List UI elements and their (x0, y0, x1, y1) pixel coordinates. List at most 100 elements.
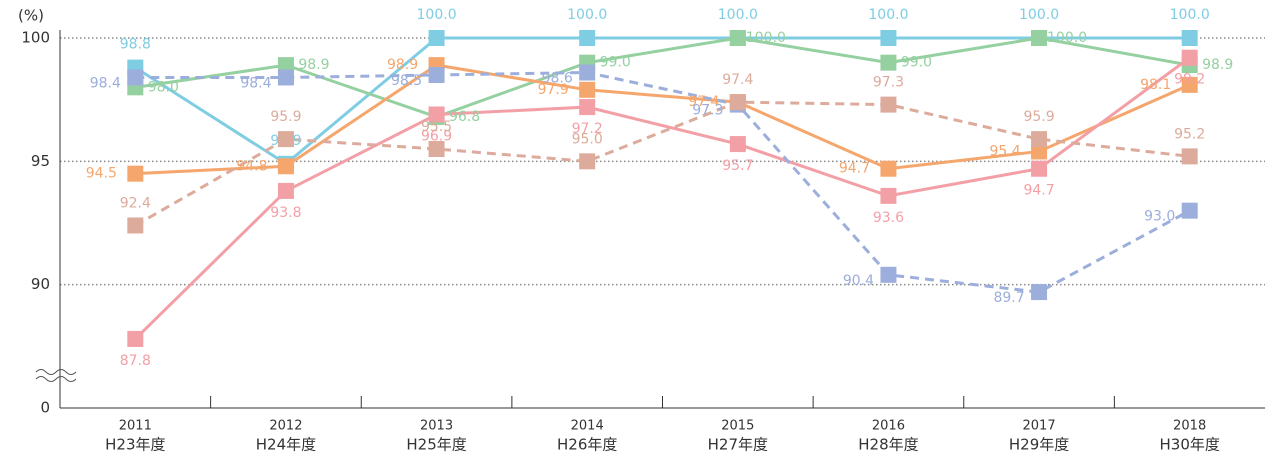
marker (1031, 284, 1048, 301)
value-label: 98.6 (542, 71, 573, 87)
y-tick-label: 95 (31, 152, 50, 170)
value-label: 93.6 (873, 210, 904, 226)
x-tick-sublabel: H28年度 (858, 436, 918, 454)
value-label: 94.7 (1023, 183, 1054, 199)
x-tick-sublabel: H30年度 (1160, 436, 1220, 454)
value-label: 98.9 (387, 57, 418, 73)
marker (880, 187, 897, 204)
value-label: 98.9 (298, 57, 329, 73)
value-label: 98.5 (391, 73, 422, 89)
marker (880, 30, 897, 46)
value-label: 94.5 (86, 166, 117, 182)
marker (729, 30, 746, 46)
x-tick-sublabel: H29年度 (1009, 436, 1069, 454)
value-label: 95.0 (572, 131, 603, 147)
value-label: 100.0 (746, 30, 786, 46)
marker (277, 69, 294, 86)
value-label: 100.0 (1170, 7, 1210, 23)
marker (1031, 143, 1048, 160)
x-tick-sublabel: H23年度 (105, 436, 165, 454)
marker (1181, 148, 1198, 165)
value-label: 97.3 (692, 103, 723, 119)
series-line (135, 63, 1191, 176)
value-label: 95.7 (722, 158, 753, 174)
marker (428, 30, 445, 46)
value-label: 100.0 (1047, 30, 1087, 46)
x-tick-label: 2011 (119, 419, 152, 434)
marker (277, 57, 294, 74)
value-label: 100.0 (417, 7, 457, 23)
x-tick-sublabel: H26年度 (557, 436, 617, 454)
value-label: 97.4 (688, 94, 719, 110)
marker (880, 96, 897, 113)
x-tick-sublabel: H27年度 (708, 436, 768, 454)
marker (1181, 30, 1198, 46)
value-label: 99.0 (600, 55, 631, 71)
value-label: 100.0 (868, 7, 908, 23)
marker (579, 153, 596, 170)
x-tick-sublabel: H25年度 (406, 436, 466, 454)
value-label: 93.0 (1144, 209, 1175, 225)
marker (428, 106, 445, 123)
axis-break (35, 376, 77, 382)
value-label: 90.4 (843, 273, 874, 289)
marker (729, 136, 746, 153)
value-label: 94.8 (236, 158, 267, 174)
marker (729, 94, 746, 111)
value-label: 87.8 (120, 353, 151, 369)
value-label: 98.9 (1202, 57, 1233, 73)
value-label: 96.9 (421, 128, 452, 144)
value-label: 89.7 (993, 290, 1024, 306)
value-label: 92.4 (120, 195, 151, 211)
marker (1031, 30, 1048, 46)
x-tick-label: 2014 (571, 419, 604, 434)
value-label: 98.1 (1140, 77, 1171, 93)
marker (127, 165, 144, 182)
marker (277, 182, 294, 199)
value-label: 99.2 (1174, 72, 1205, 88)
value-label: 95.9 (270, 109, 301, 125)
value-label: 96.8 (449, 109, 480, 125)
value-label: 100.0 (1019, 7, 1059, 23)
marker (1181, 49, 1198, 66)
series-line (135, 71, 1191, 294)
value-label: 97.9 (538, 82, 569, 98)
marker (428, 141, 445, 157)
y-tick-label: 0 (40, 399, 50, 417)
series-line (135, 36, 1190, 119)
marker (277, 158, 294, 175)
x-tick-label: 2016 (872, 419, 905, 434)
value-label: 95.5 (421, 119, 452, 135)
value-label: 98.4 (240, 75, 271, 91)
marker (880, 54, 897, 71)
value-label: 95.4 (989, 143, 1020, 159)
series-line (134, 36, 1190, 166)
x-tick-label: 2013 (420, 419, 453, 434)
marker (127, 69, 144, 86)
value-label: 97.4 (722, 72, 753, 88)
marker (579, 64, 596, 81)
x-tick-label: 2012 (269, 419, 302, 434)
value-label: 93.8 (270, 205, 301, 221)
series-line (134, 100, 1190, 227)
marker (579, 99, 596, 116)
value-label: 94.7 (839, 161, 870, 177)
value-label: 97.3 (873, 75, 904, 91)
y-tick-label: 100 (21, 29, 50, 47)
marker (277, 131, 294, 148)
axis-break (35, 369, 77, 375)
y-axis-label: (%) (18, 7, 44, 25)
marker (428, 67, 445, 83)
marker (127, 217, 144, 234)
y-tick-label: 90 (31, 275, 50, 293)
x-tick-sublabel: H24年度 (256, 436, 316, 454)
marker (127, 330, 144, 347)
value-label: 95.2 (1174, 126, 1205, 142)
value-label: 97.2 (572, 121, 603, 137)
marker (1181, 202, 1198, 219)
x-tick-label: 2017 (1023, 419, 1056, 434)
value-label: 95.9 (1023, 109, 1054, 125)
marker (1031, 160, 1048, 177)
x-tick-label: 2018 (1173, 419, 1206, 434)
